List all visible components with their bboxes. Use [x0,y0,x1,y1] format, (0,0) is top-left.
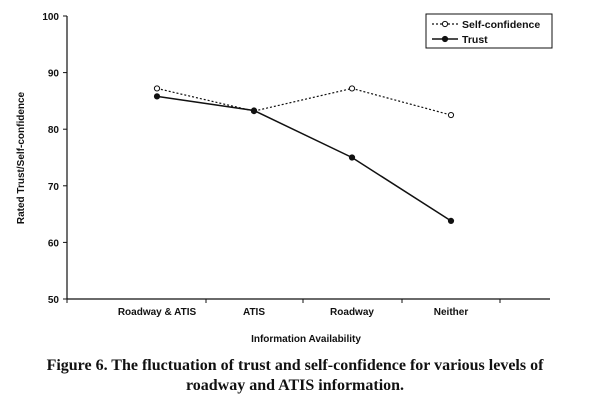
legend-box [425,13,553,49]
x-axis-ticks: Roadway & ATIS ATIS Roadway Neither [66,299,501,318]
caption-line-1: Figure 6. The fluctuation of trust and s… [46,357,544,374]
data-point-self-confidence [153,85,161,92]
x-tick-label: Roadway & ATIS [118,307,197,318]
y-axis-ticks: 50 60 70 80 90 100 [42,12,67,306]
series-layer [153,85,455,224]
data-point-trust [348,154,356,161]
data-point-trust [153,93,161,100]
legend-marker-self-confidence [441,20,449,28]
x-axis-label: Information Availability [251,334,361,345]
data-point-self-confidence [348,85,356,92]
y-tick-label: 100 [42,12,59,23]
legend-label-trust: Trust [462,34,488,46]
data-point-trust [250,107,258,114]
legend: Self-confidence Trust [425,13,553,49]
y-axis-label: Rated Trust/Self-confidence [16,91,27,224]
figure-caption: Figure 6. The fluctuation of trust and s… [0,356,590,396]
y-tick-label: 60 [48,238,60,249]
legend-label-self-confidence: Self-confidence [462,19,540,31]
x-tick-label: Roadway [330,307,374,318]
y-tick-label: 90 [48,69,60,80]
y-tick-label: 80 [48,125,60,136]
y-tick-label: 50 [48,295,60,306]
x-tick-label: Neither [434,307,469,318]
legend-marker-trust [441,35,449,43]
series-line-trust [156,95,452,222]
y-tick-label: 70 [48,182,60,193]
caption-line-2: roadway and ATIS information. [185,377,405,394]
x-tick-label: ATIS [243,307,265,318]
data-point-trust [447,217,455,224]
series-line-self-confidence [156,87,452,116]
data-point-self-confidence [447,111,455,119]
